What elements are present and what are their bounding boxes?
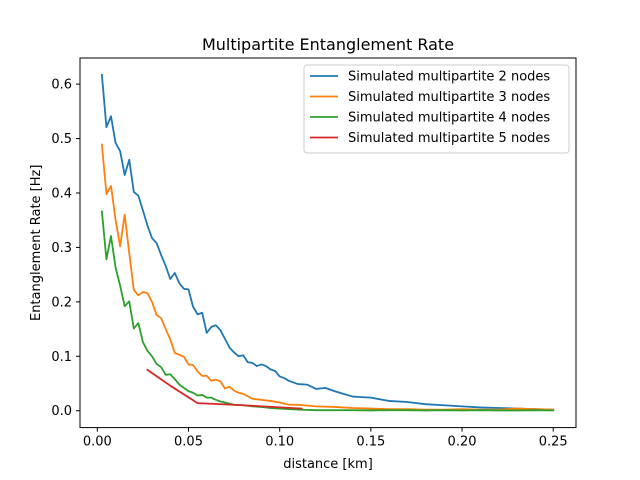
- y-tick-label: 0.6: [51, 78, 72, 93]
- y-tick-label: 0.0: [51, 404, 72, 419]
- series-layer: [100, 73, 555, 412]
- series-line-3-nodes: [100, 143, 555, 411]
- series-line-4-nodes: [100, 210, 555, 412]
- legend-label-2-nodes: Simulated multipartite 2 nodes: [348, 70, 550, 85]
- x-axis-label: distance [km]: [283, 457, 373, 472]
- y-tick-label: 0.3: [51, 241, 72, 256]
- y-axis: 0.0 0.1 0.2 0.3 0.4 0.5 0.6: [51, 78, 80, 419]
- x-axis: 0.00 0.05 0.10 0.15 0.20 0.25: [83, 427, 568, 450]
- legend-label-4-nodes: Simulated multipartite 4 nodes: [348, 111, 550, 126]
- y-tick-label: 0.1: [51, 350, 72, 365]
- y-axis-label: Entanglement Rate [Hz]: [29, 165, 44, 321]
- series-line-2-nodes: [100, 73, 555, 411]
- legend: Simulated multipartite 2 nodes Simulated …: [303, 64, 570, 154]
- legend-box: [303, 64, 570, 154]
- legend-label-3-nodes: Simulated multipartite 3 nodes: [348, 90, 550, 105]
- y-tick-label: 0.2: [51, 295, 72, 310]
- x-tick-label: 0.00: [83, 435, 112, 450]
- y-tick-label: 0.4: [51, 186, 72, 201]
- axes-frame: [79, 57, 577, 429]
- x-tick-label: 0.05: [174, 435, 203, 450]
- chart-title: Multipartite Entanglement Rate: [202, 35, 454, 54]
- x-tick-label: 0.20: [448, 435, 477, 450]
- x-tick-label: 0.10: [265, 435, 294, 450]
- x-tick-label: 0.15: [356, 435, 385, 450]
- series-line-5-nodes: [146, 368, 303, 410]
- legend-label-5-nodes: Simulated multipartite 5 nodes: [348, 131, 550, 146]
- x-tick-label: 0.25: [539, 435, 568, 450]
- y-tick-label: 0.5: [51, 132, 72, 147]
